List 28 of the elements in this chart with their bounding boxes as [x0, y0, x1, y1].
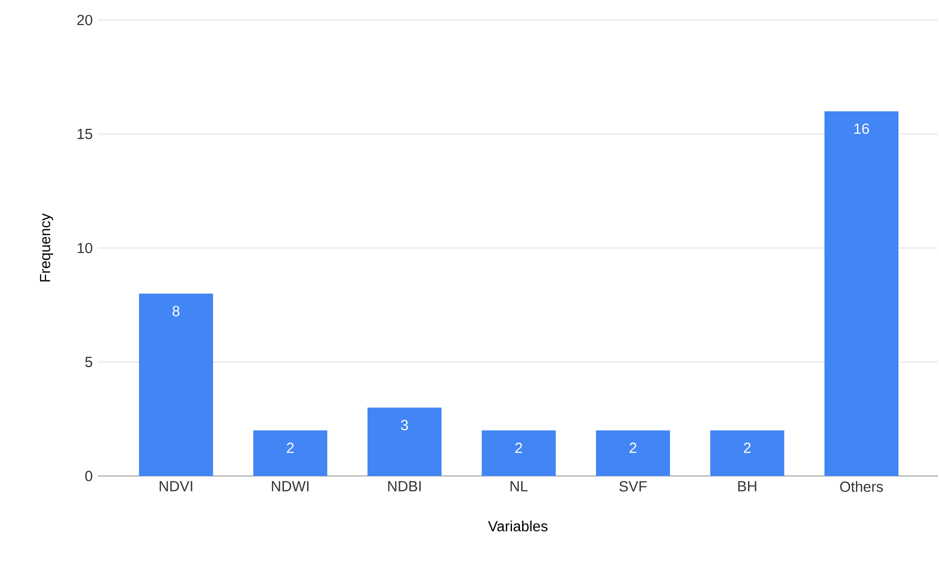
x-tick-label: NL — [510, 481, 528, 492]
y-tick-label: 10 — [78, 242, 92, 254]
x-axis-title: Variables — [488, 520, 548, 532]
bar — [139, 294, 214, 476]
data-label: 8 — [172, 306, 180, 316]
y-tick-label: 5 — [85, 356, 92, 368]
bar — [368, 408, 442, 476]
data-label: 2 — [744, 442, 751, 453]
data-label: 2 — [630, 442, 636, 453]
x-tick-label: NDVI — [160, 481, 192, 492]
bar — [253, 430, 328, 476]
y-tick-label: 15 — [78, 128, 92, 140]
bar — [710, 430, 784, 476]
y-tick-label: 20 — [77, 14, 92, 26]
y-axis-title: Frequency — [40, 213, 54, 282]
bar — [596, 430, 670, 476]
data-label: 2 — [515, 442, 522, 453]
data-label: 3 — [400, 420, 408, 430]
x-tick-label: Others — [840, 481, 883, 492]
x-tick-label: BH — [738, 481, 756, 492]
data-label: 2 — [286, 442, 294, 453]
x-tick-label: NDWI — [272, 481, 308, 492]
x-tick-label: NDBI — [388, 481, 421, 492]
x-tick-label: SVF — [619, 481, 647, 492]
bar — [824, 111, 898, 476]
data-label: 16 — [854, 123, 869, 134]
y-tick-label: 0 — [85, 470, 92, 482]
bar — [482, 430, 556, 476]
